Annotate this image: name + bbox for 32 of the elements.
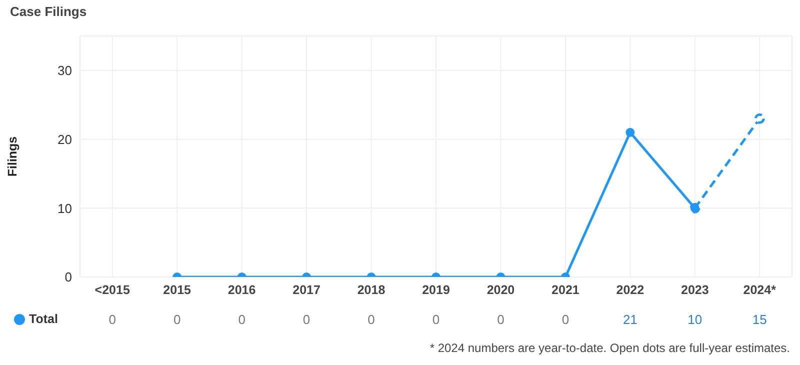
point: [754, 113, 765, 124]
x-tick-label: 2022: [616, 282, 644, 297]
x-tick-label: 2017: [292, 282, 320, 297]
x-tick-label: 2021: [552, 282, 580, 297]
y-tick-label: 0: [64, 270, 72, 285]
chart-title: Case Filings: [10, 4, 87, 19]
data-label: 0: [237, 312, 246, 327]
x-tick-label: 2023: [681, 282, 709, 297]
x-tick-label: 2018: [357, 282, 386, 297]
x-tick-label: <2015: [94, 282, 130, 297]
text: 0: [108, 312, 116, 327]
legend-label: Total: [29, 312, 58, 326]
y-axis-title: Filings: [5, 136, 20, 177]
data-label: 0: [496, 312, 506, 327]
x-tick-label: 2024*: [743, 282, 776, 297]
x-tick-label: 2015: [163, 282, 192, 297]
data-label: 21: [622, 312, 638, 327]
x-tick-label: 2020: [486, 282, 515, 297]
data-label: 0: [366, 312, 376, 327]
y-tick-label: 30: [58, 63, 72, 78]
y-tick-label: 20: [58, 132, 72, 147]
x-tick-label: 2019: [422, 282, 450, 297]
y-tick-label: 10: [58, 200, 72, 216]
point: [626, 128, 635, 137]
data-label: 0: [172, 312, 182, 327]
text: * 2024 numbers are year-to-date. Open dots are full-year estimates.: [430, 341, 790, 355]
data-label: 10: [686, 312, 704, 327]
data-label: 0: [302, 312, 312, 327]
x-tick-label: 2016: [228, 282, 256, 297]
text: 15: [752, 312, 767, 327]
data-label: 0: [431, 312, 441, 327]
data-label: 0: [560, 312, 570, 327]
